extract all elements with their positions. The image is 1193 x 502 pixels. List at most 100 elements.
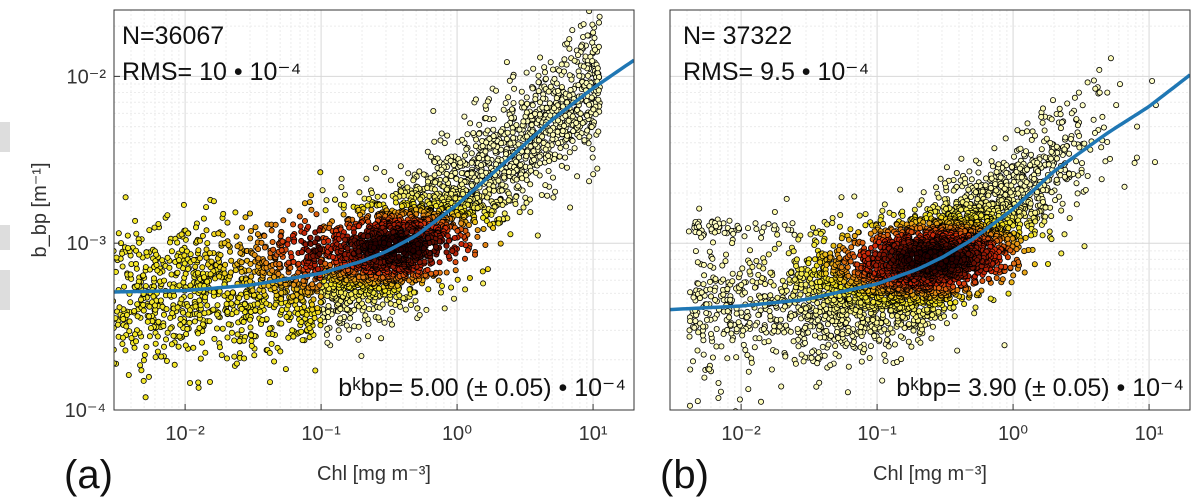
scatter-point [206, 318, 213, 325]
scatter-point [567, 86, 574, 93]
scatter-point [1071, 94, 1078, 101]
scatter-point [805, 329, 812, 336]
scatter-point [461, 113, 468, 120]
scatter-point [743, 314, 750, 321]
scatter-point [163, 306, 170, 313]
scatter-point [275, 270, 282, 277]
scatter-point [1048, 213, 1055, 220]
scatter-point [835, 335, 842, 342]
scatter-point [387, 300, 394, 307]
scatter-point [261, 244, 268, 251]
scatter-point [278, 306, 285, 313]
scatter-point [549, 131, 556, 138]
scatter-point [424, 178, 431, 185]
scatter-point [252, 307, 259, 314]
scatter-point [174, 269, 181, 276]
scatter-point [1149, 78, 1156, 85]
scatter-point [430, 108, 437, 115]
scatter-point [530, 65, 537, 72]
scatter-point [175, 262, 182, 269]
scatter-point [297, 223, 304, 230]
scatter-point [837, 211, 844, 218]
scatter-point [1084, 79, 1091, 86]
scatter-point [340, 211, 347, 218]
scatter-point [237, 249, 244, 256]
scatter-point [1027, 161, 1034, 168]
scatter-point [222, 261, 229, 268]
scatter-point [483, 139, 490, 146]
scatter-point [774, 231, 781, 238]
scatter-point [596, 13, 603, 20]
scatter-point [143, 343, 150, 350]
left-edge-strip-low [0, 270, 10, 310]
scatter-point [1057, 111, 1064, 118]
scatter-point [566, 92, 573, 99]
scatter-point [965, 186, 972, 193]
scatter-point [278, 289, 285, 296]
scatter-point [935, 194, 942, 201]
scatter-point [325, 308, 332, 315]
scatter-point [317, 322, 324, 329]
scatter-point [229, 289, 236, 296]
scatter-point [1099, 113, 1106, 120]
scatter-point [355, 223, 362, 230]
scatter-point [746, 319, 753, 326]
scatter-point [465, 222, 472, 229]
scatter-point [224, 308, 231, 315]
scatter-point [323, 331, 330, 338]
scatter-point [533, 169, 540, 176]
scatter-point [249, 287, 256, 294]
scatter-point [509, 129, 516, 136]
scatter-point [815, 354, 822, 361]
scatter-point [755, 271, 762, 278]
scatter-point [421, 258, 428, 265]
scatter-point [432, 243, 439, 250]
scatter-point [971, 310, 978, 317]
scatter-point [497, 146, 504, 153]
scatter-point [553, 80, 560, 87]
scatter-point [588, 94, 595, 101]
scatter-point [215, 230, 222, 237]
scatter-point [703, 316, 710, 323]
scatter-point [370, 244, 377, 251]
scatter-point [758, 398, 765, 405]
scatter-point [1098, 176, 1105, 183]
scatter-point [114, 346, 117, 353]
scatter-point [154, 333, 161, 340]
scatter-point [463, 146, 470, 153]
scatter-point [532, 110, 539, 117]
scatter-point [1100, 124, 1107, 131]
scatter-point [832, 350, 839, 357]
scatter-point [462, 286, 469, 293]
scatter-point [155, 318, 162, 325]
scatter-point [694, 259, 701, 266]
scatter-point [238, 259, 245, 266]
scatter-point [1024, 166, 1031, 173]
scatter-point [692, 318, 699, 325]
scatter-point [142, 283, 149, 290]
scatter-point [203, 204, 210, 211]
scatter-point [905, 338, 912, 345]
scatter-point [289, 293, 296, 300]
scatter-point [395, 298, 402, 305]
scatter-point [771, 208, 778, 215]
scatter-point [203, 254, 210, 261]
scatter-point [473, 177, 480, 184]
scatter-point [378, 335, 385, 342]
scatter-point [857, 323, 864, 330]
scatter-point [186, 379, 193, 386]
scatter-point [170, 332, 177, 339]
scatter-point [259, 316, 266, 323]
scatter-point [767, 313, 774, 320]
scatter-point [527, 181, 534, 188]
scatter-point [733, 354, 740, 361]
scatter-point [185, 311, 192, 318]
scatter-point [214, 311, 221, 318]
scatter-point [203, 227, 210, 234]
scatter-point [447, 157, 454, 164]
scatter-point [783, 322, 790, 329]
scatter-point [192, 303, 199, 310]
scatter-point [851, 193, 858, 200]
scatter-point [468, 182, 475, 189]
scatter-point [431, 172, 438, 179]
